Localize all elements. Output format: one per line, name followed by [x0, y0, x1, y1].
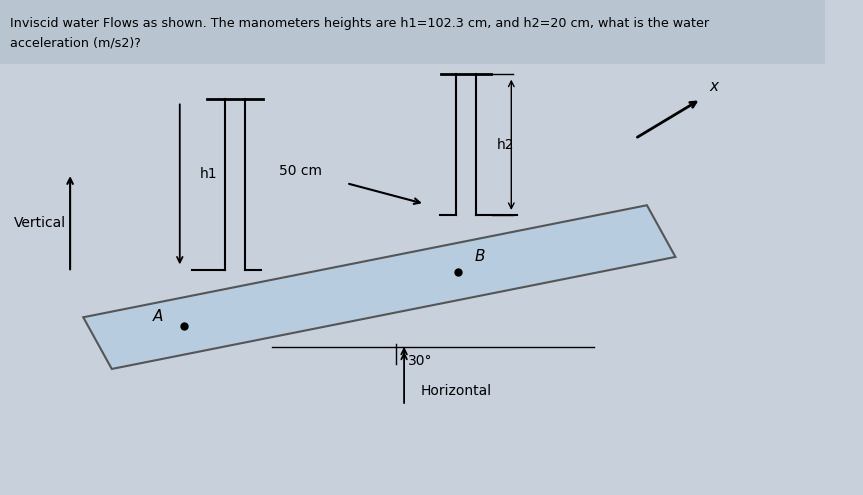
Bar [0, 0, 825, 64]
Text: h1: h1 [199, 167, 217, 182]
Text: Inviscid water Flows as shown. The manometers heights are h1=102.3 cm, and h2=20: Inviscid water Flows as shown. The manom… [9, 17, 709, 50]
Text: 30°: 30° [408, 354, 432, 368]
Text: Vertical: Vertical [14, 216, 66, 230]
Text: A: A [153, 308, 163, 324]
Text: 50 cm: 50 cm [279, 164, 322, 178]
Text: h2: h2 [496, 138, 514, 152]
Text: B: B [474, 249, 485, 264]
Text: Horizontal: Horizontal [420, 384, 492, 397]
Polygon shape [83, 205, 676, 369]
Text: x: x [709, 79, 718, 94]
